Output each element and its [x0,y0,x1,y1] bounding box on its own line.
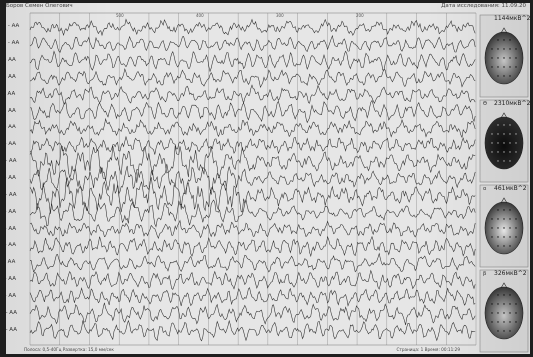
channel-label: Fp1 - AA [6,23,20,30]
eeg-traces [29,12,529,353]
eeg-trace [29,319,476,342]
eeg-trace [29,18,476,37]
map-power-value: 326мкВ^2 [494,270,527,277]
channel-label: C4 - AA [6,191,17,198]
channel-label: T4 - AA [6,208,17,215]
eeg-trace [29,145,476,183]
map-band-letter: α [483,186,487,192]
channel-label: Cz - AA [6,175,16,181]
eeg-trace [29,219,476,239]
header-mark: 200 [356,13,364,18]
topographic-map [479,269,529,353]
eeg-trace [29,34,476,53]
eeg-trace [29,199,476,228]
channel-label: Fp2 - AA [6,40,20,47]
channel-label: C3 - AA [6,158,17,165]
header-mark: 500 [116,13,124,18]
channel-label: Fz - AA [6,90,16,97]
eeg-trace [29,135,476,155]
channel-label: F3 - AA [6,73,16,80]
eeg-trace [29,287,476,307]
channel-label: P3 - AA [6,242,16,249]
eeg-trace [29,302,476,326]
map-band-letter: Θ [483,101,487,107]
eeg-trace [29,235,476,258]
eeg-trace [29,163,476,195]
channel-label: T3 - AA [6,141,17,148]
channel-label: O1 - AA [6,309,17,316]
map-power-value: 2310мкВ^2 [494,100,530,107]
channel-label: Pz - AA [6,259,16,266]
topographic-map [479,184,529,268]
eeg-trace [29,117,476,139]
eeg-trace [29,269,476,290]
header-mark: 300 [276,13,284,18]
eeg-trace [29,68,476,88]
channel-label: P4 - AA [6,276,16,283]
topographic-map [479,99,529,183]
channel-label: T5 - AA [6,225,17,232]
eeg-trace [29,84,476,105]
page-info: Страница: 1 Время: 00:11:29 [396,347,460,352]
eeg-trace [29,99,476,124]
channel-label: F7 - AA [6,57,16,64]
eeg-trace [29,176,476,214]
topographic-map [479,14,529,98]
eeg-trace [29,252,476,273]
channel-label: T6 - AA [6,292,17,299]
header-mark: 400 [196,13,204,18]
eeg-trace [29,50,476,73]
map-power-value: 1144мкВ^2 [494,15,530,22]
channel-label: O2 - AA [6,326,17,333]
channel-label: F4 - AA [6,107,16,114]
recording-settings: Полоса: 0,5-40Гц Развертка: 15,0 мм/сек [24,347,114,352]
channel-label: F8 - AA [6,124,16,131]
map-power-value: 461мкВ^2 [494,185,527,192]
eeg-printout: Боров Семен Олегович Дата исследования: … [6,3,530,354]
study-date: Дата исследования: 11.09.20 [441,3,526,9]
map-band-letter: β [483,271,487,277]
patient-name: Боров Семен Олегович [6,3,73,9]
